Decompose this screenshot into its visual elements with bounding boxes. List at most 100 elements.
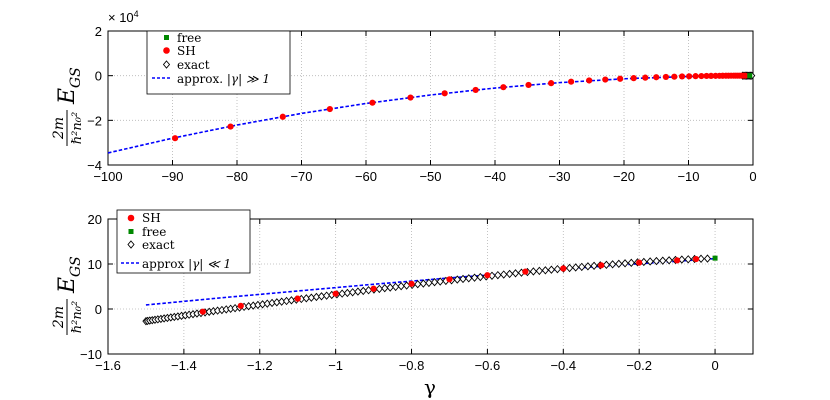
ylabel-E: E	[55, 88, 80, 105]
sh-point	[446, 276, 453, 283]
x-tick-label: −60	[355, 169, 377, 184]
y-tick-label: 10	[88, 257, 102, 272]
exact-point	[615, 259, 623, 268]
ylabel-frac-num: 2m	[51, 117, 67, 140]
sh-point	[617, 75, 624, 82]
sh-point	[484, 272, 491, 279]
exact-point	[397, 282, 405, 291]
x-tick-label: 0	[749, 169, 756, 184]
exact-point	[511, 269, 520, 278]
y-tick-label: 0	[95, 302, 102, 317]
sh-point	[568, 78, 575, 85]
top-legend-free: free	[177, 31, 201, 45]
exact-point	[476, 272, 484, 282]
x-tick-label: −0.6	[475, 358, 501, 373]
exact-point	[553, 264, 562, 274]
sh-point	[294, 295, 301, 302]
exact-point	[419, 279, 427, 288]
x-tick-label: −50	[419, 169, 441, 184]
y-tick-label: 20	[88, 212, 102, 227]
ylabel-sub: GS	[68, 67, 84, 88]
svg-text:approx |γ| ≪ 1: approx |γ| ≪ 1	[142, 257, 231, 271]
sh-point	[692, 73, 699, 80]
sh-point	[326, 105, 333, 113]
sh-point	[698, 72, 705, 80]
y-tick-label: 2	[95, 24, 102, 39]
svg-text:approx. |γ| ≫ 1: approx. |γ| ≫ 1	[177, 72, 270, 86]
sh-point	[441, 90, 448, 97]
exact-point	[414, 280, 422, 289]
exact-point	[349, 288, 357, 297]
top-exponent-label: × 104	[108, 9, 139, 25]
bottom-legend-approx: approx	[142, 257, 188, 271]
bottom-y-axis-label: 2m ℏ²n₀² E GS	[51, 256, 85, 335]
exact-point	[572, 263, 580, 272]
exact-point	[453, 275, 461, 284]
sh-point	[686, 73, 693, 80]
top-legend-box	[146, 30, 291, 95]
exact-point	[684, 255, 692, 264]
exact-point	[500, 270, 508, 279]
x-tick-label: −10	[677, 169, 699, 184]
exact-point	[436, 277, 444, 286]
bottom-x-axis-label: γ	[424, 375, 436, 399]
x-tick-label: −90	[161, 169, 183, 184]
top-legend-approx-math: |γ| ≫ 1	[227, 72, 270, 86]
bottom-legend-approx-math: |γ| ≪ 1	[188, 257, 231, 271]
bottom-chart: −1.6 −1.4 −1.2 −1 −0.8 −0.6 −0.4 −0.2 0−1001020 …	[51, 209, 754, 399]
bottom-legend-box	[116, 209, 251, 274]
sh-point	[598, 262, 605, 269]
sh-point	[742, 72, 749, 79]
exact-point	[697, 254, 705, 263]
exact-point	[529, 267, 537, 276]
sh-point	[500, 84, 507, 91]
sh-point	[636, 259, 643, 266]
top-y-axis-label: 2m ℏ²n₀² E GS	[51, 67, 85, 146]
top-chart: −100 −90 −80 −70 −60 −50 −40 −30 −20 −10 0−4−202 ×…	[51, 9, 757, 184]
sh-point	[560, 265, 567, 272]
bottom-legend-exact: exact	[142, 238, 175, 252]
sh-point	[408, 280, 415, 287]
exact-point	[678, 255, 686, 264]
exact-point	[381, 284, 389, 293]
sh-point	[662, 73, 670, 81]
sh-point	[472, 86, 479, 94]
top-ticks: −100 −90 −80 −70 −60 −50 −40 −30 −20 −10 0−4−202	[87, 24, 756, 184]
sh-point	[237, 302, 244, 309]
exact-point	[602, 260, 610, 269]
sh-point	[171, 135, 179, 142]
exact-point	[541, 266, 549, 275]
exact-point	[609, 260, 617, 269]
x-tick-label: −0.4	[550, 358, 576, 373]
top-legend: free SH exact approx. |γ| ≫ 1	[146, 30, 291, 95]
exact-point	[659, 256, 667, 265]
exact-point	[627, 258, 635, 268]
x-tick-label: −30	[548, 169, 570, 184]
y-tick-label: −4	[87, 158, 102, 173]
exact-point	[703, 254, 712, 263]
bottom-ticks: −1.6 −1.4 −1.2 −1 −0.8 −0.6 −0.4 −0.2 0 −10 0 10 20	[80, 212, 753, 373]
x-tick-label: −100	[93, 169, 122, 184]
y-tick-label: −10	[80, 347, 102, 362]
sh-point	[227, 123, 234, 130]
exact-point	[459, 274, 467, 284]
ylabel-frac-num: 2m	[51, 306, 67, 329]
exact-point	[430, 278, 439, 287]
exact-point	[565, 263, 574, 273]
x-tick-label: −1.2	[247, 358, 273, 373]
sh-point	[586, 77, 593, 84]
free-point	[747, 73, 753, 79]
ylabel-E: E	[55, 277, 80, 294]
sh-point	[548, 80, 555, 87]
sh-point	[199, 308, 206, 315]
sh-point	[692, 255, 700, 263]
ylabel-frac-den: ℏ²n₀²	[70, 112, 85, 144]
sh-point	[671, 73, 678, 80]
exact-point	[506, 269, 514, 279]
sh-point	[707, 72, 715, 79]
exact-point	[386, 283, 394, 292]
legend-free-marker	[164, 35, 169, 40]
bottom-legend-free: free	[142, 225, 166, 239]
exact-point	[652, 256, 661, 266]
exact-point	[392, 282, 400, 292]
